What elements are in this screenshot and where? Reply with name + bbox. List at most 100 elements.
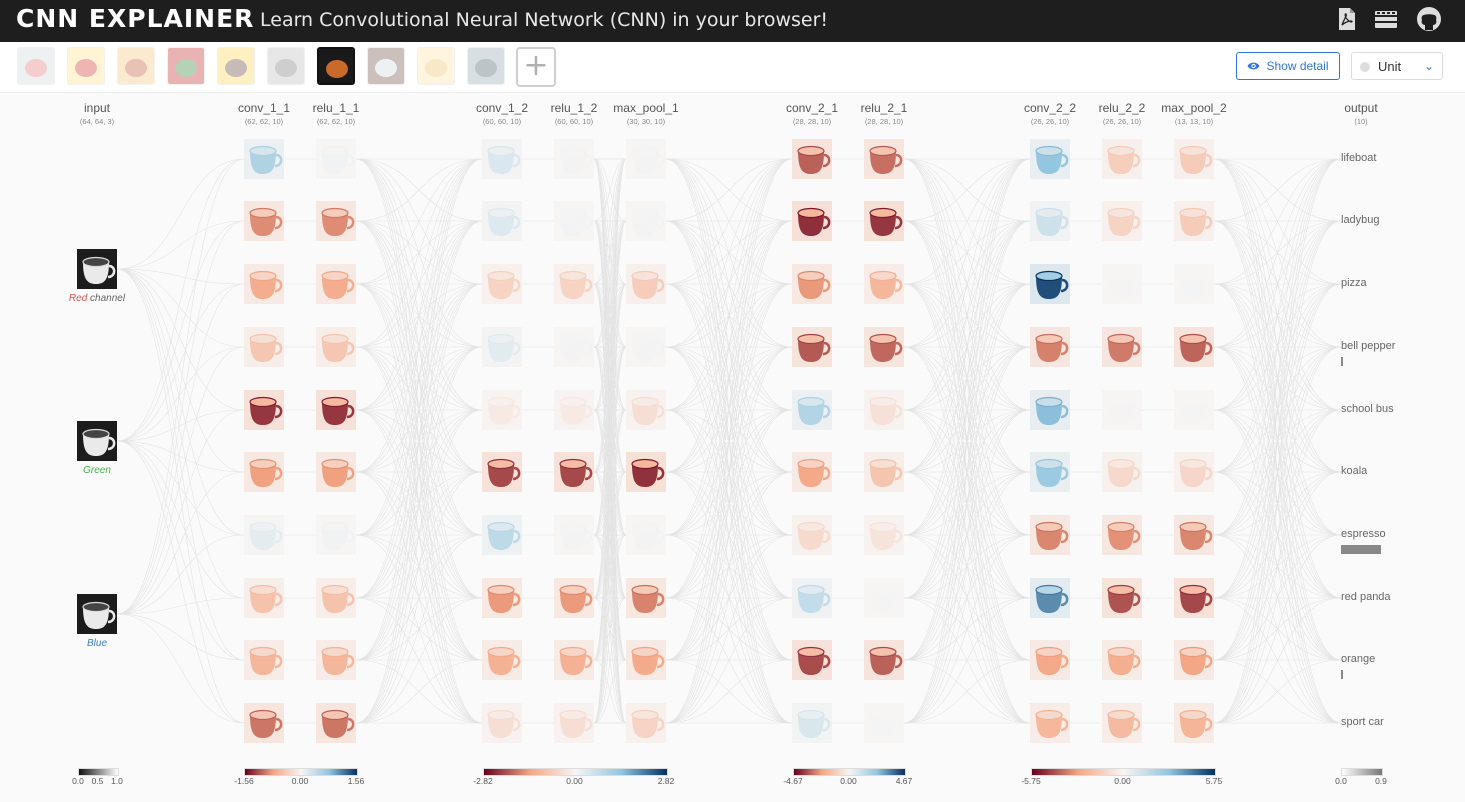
relu_2_2-node[interactable] [1102, 264, 1142, 304]
relu_2_2-node[interactable] [1102, 703, 1142, 743]
max_pool_1-node[interactable] [626, 201, 666, 241]
output-class-label[interactable]: bell pepper [1341, 340, 1396, 352]
scale-select[interactable]: Unit ⌄ [1351, 52, 1443, 80]
conv_2_2-node[interactable] [1030, 640, 1070, 680]
pdf-icon[interactable] [1334, 6, 1360, 32]
max_pool_2-node[interactable] [1174, 452, 1214, 492]
relu_1_2-node[interactable] [554, 139, 594, 179]
conv_1_1-node[interactable] [244, 703, 284, 743]
max_pool_2-node[interactable] [1174, 640, 1214, 680]
conv_2_1-node[interactable] [792, 264, 832, 304]
max_pool_1-node[interactable] [626, 578, 666, 618]
relu_1_1-node[interactable] [316, 264, 356, 304]
conv_1_1-node[interactable] [244, 578, 284, 618]
relu_1_2-node[interactable] [554, 578, 594, 618]
conv_2_1-node[interactable] [792, 201, 832, 241]
conv_1_2-node[interactable] [482, 452, 522, 492]
output-class-label[interactable]: ladybug [1341, 214, 1380, 226]
relu_1_1-node[interactable] [316, 327, 356, 367]
relu_1_1-node[interactable] [316, 515, 356, 555]
github-icon[interactable] [1416, 6, 1442, 32]
relu_2_2-node[interactable] [1102, 390, 1142, 430]
thumbnail-lifeboat[interactable] [17, 47, 55, 85]
max_pool_2-node[interactable] [1174, 515, 1214, 555]
max_pool_1-node[interactable] [626, 264, 666, 304]
show-detail-button[interactable]: Show detail [1236, 52, 1340, 80]
output-class-label[interactable]: school bus [1341, 403, 1394, 415]
thumbnail-red-panda[interactable] [367, 47, 405, 85]
relu_2_1-node[interactable] [864, 264, 904, 304]
relu_2_1-node[interactable] [864, 578, 904, 618]
max_pool_2-node[interactable] [1174, 703, 1214, 743]
relu_1_1-node[interactable] [316, 139, 356, 179]
relu_1_2-node[interactable] [554, 327, 594, 367]
conv_1_1-node[interactable] [244, 640, 284, 680]
conv_2_1-node[interactable] [792, 703, 832, 743]
thumbnail-koala[interactable] [267, 47, 305, 85]
output-class-label[interactable]: koala [1341, 465, 1368, 477]
output-class-label[interactable]: sport car [1341, 716, 1384, 728]
conv_2_2-node[interactable] [1030, 390, 1070, 430]
conv_2_2-node[interactable] [1030, 578, 1070, 618]
conv_1_2-node[interactable] [482, 640, 522, 680]
max_pool_1-node[interactable] [626, 327, 666, 367]
relu_1_2-node[interactable] [554, 264, 594, 304]
thumbnail-ladybug[interactable] [67, 47, 105, 85]
conv_2_2-node[interactable] [1030, 703, 1070, 743]
input-channel-node[interactable] [77, 421, 117, 461]
relu_2_2-node[interactable] [1102, 452, 1142, 492]
relu_2_1-node[interactable] [864, 139, 904, 179]
output-class-label[interactable]: red panda [1341, 591, 1391, 603]
thumbnail-bell-pepper[interactable] [167, 47, 205, 85]
relu_1_2-node[interactable] [554, 390, 594, 430]
conv_2_1-node[interactable] [792, 390, 832, 430]
relu_1_2-node[interactable] [554, 703, 594, 743]
relu_2_1-node[interactable] [864, 640, 904, 680]
relu_2_2-node[interactable] [1102, 578, 1142, 618]
conv_2_1-node[interactable] [792, 640, 832, 680]
conv_1_1-node[interactable] [244, 264, 284, 304]
output-class-label[interactable]: lifeboat [1341, 152, 1377, 164]
conv_2_1-node[interactable] [792, 452, 832, 492]
relu_2_1-node[interactable] [864, 452, 904, 492]
max_pool_1-node[interactable] [626, 390, 666, 430]
output-class-label[interactable]: orange [1341, 653, 1376, 665]
conv_2_1-node[interactable] [792, 327, 832, 367]
conv_1_1-node[interactable] [244, 201, 284, 241]
relu_2_2-node[interactable] [1102, 139, 1142, 179]
max_pool_1-node[interactable] [626, 515, 666, 555]
conv_2_2-node[interactable] [1030, 515, 1070, 555]
relu_1_2-node[interactable] [554, 515, 594, 555]
conv_1_1-node[interactable] [244, 452, 284, 492]
relu_2_2-node[interactable] [1102, 515, 1142, 555]
max_pool_1-node[interactable] [626, 139, 666, 179]
max_pool_2-node[interactable] [1174, 139, 1214, 179]
max_pool_1-node[interactable] [626, 452, 666, 492]
conv_1_2-node[interactable] [482, 327, 522, 367]
max_pool_2-node[interactable] [1174, 578, 1214, 618]
output-class-label[interactable]: pizza [1341, 277, 1367, 289]
conv_1_2-node[interactable] [482, 201, 522, 241]
conv_2_2-node[interactable] [1030, 201, 1070, 241]
max_pool_2-node[interactable] [1174, 327, 1214, 367]
conv_2_2-node[interactable] [1030, 139, 1070, 179]
conv_1_1-node[interactable] [244, 390, 284, 430]
conv_1_2-node[interactable] [482, 390, 522, 430]
conv_2_1-node[interactable] [792, 578, 832, 618]
max_pool_2-node[interactable] [1174, 264, 1214, 304]
conv_2_1-node[interactable] [792, 515, 832, 555]
input-channel-node[interactable] [77, 249, 117, 289]
add-image-button[interactable]: + [516, 47, 556, 87]
conv_1_1-node[interactable] [244, 515, 284, 555]
relu_1_1-node[interactable] [316, 201, 356, 241]
max_pool_1-node[interactable] [626, 640, 666, 680]
relu_2_1-node[interactable] [864, 390, 904, 430]
conv_1_1-node[interactable] [244, 327, 284, 367]
relu_1_2-node[interactable] [554, 640, 594, 680]
thumbnail-pizza[interactable] [117, 47, 155, 85]
conv_1_2-node[interactable] [482, 703, 522, 743]
thumbnail-orange[interactable] [417, 47, 455, 85]
thumbnail-espresso[interactable] [317, 47, 355, 85]
conv_2_2-node[interactable] [1030, 327, 1070, 367]
conv_2_2-node[interactable] [1030, 264, 1070, 304]
